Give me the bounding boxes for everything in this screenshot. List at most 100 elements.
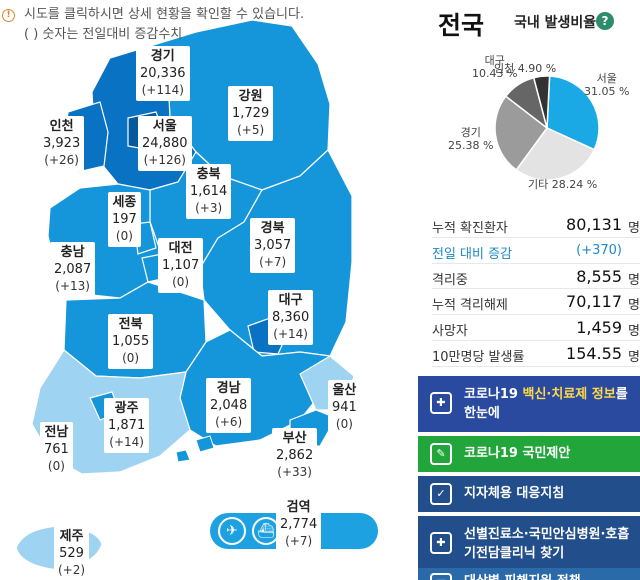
- clinic-finder-label: 선별진료소·국민안심병원·호흡기전담클리닉 찾기: [464, 527, 630, 561]
- region-label-daejeon[interactable]: 대전 1,107 (0): [158, 238, 204, 293]
- national-stats-table: 누적 확진환자 80,131 명 전일 대비 증감 (+370) 격리중 8,5…: [432, 212, 640, 367]
- region-label-jeonnam[interactable]: 전남 761 (0): [40, 422, 73, 477]
- memo-icon: ✎: [430, 443, 452, 465]
- region-label-gyeonggi[interactable]: 경기 20,336 (+114): [136, 46, 190, 101]
- stat-value: (+370): [576, 242, 622, 258]
- region-count: 2,048: [210, 398, 248, 413]
- syringe-icon: ✚: [430, 392, 452, 414]
- region-diff: (0): [115, 229, 133, 243]
- vaccine-info-button[interactable]: ✚ 코로나19 백신·치료제 정보를 한눈에: [418, 376, 640, 432]
- local-guidelines-button[interactable]: ✓ 지자체용 대응지침: [418, 476, 640, 512]
- pie-label-value: 4.90 %: [517, 62, 557, 75]
- stat-row-released: 누적 격리해제 70,117 명: [432, 289, 640, 316]
- national-title: 전국: [438, 11, 485, 40]
- notice-line-2: ( ) 숫자는 전일대비 증감수치: [24, 27, 183, 42]
- check-icon: ✓: [430, 483, 452, 505]
- region-diff: (+5): [237, 123, 265, 137]
- region-count: 1,729: [232, 106, 270, 121]
- domestic-rate-pie-chart: [494, 75, 600, 181]
- region-count: 941: [332, 400, 357, 415]
- vaccine-prefix: 코로나19: [464, 387, 523, 402]
- pie-label-incheon: 인천 4.90 %: [494, 62, 556, 75]
- damage-support-button[interactable]: ▤ 대상별 피해지원 정책: [418, 568, 640, 580]
- pie-label-name: 대구: [484, 54, 505, 67]
- region-diff: (+114): [141, 83, 184, 97]
- region-count: 529: [59, 546, 84, 561]
- region-label-ulsan[interactable]: 울산 941 (0): [328, 380, 361, 435]
- region-label-gangwon[interactable]: 강원 1,729 (+5): [228, 86, 274, 141]
- region-diff: (+14): [109, 435, 144, 449]
- national-summary-panel: 전국 국내 발생비율 ? 서울 31.05 % 기타 28.24 % 경기 25…: [418, 0, 640, 580]
- region-label-jeju[interactable]: 제주 529 (+2): [54, 526, 90, 580]
- stat-value: 1,459: [576, 318, 622, 338]
- region-diff: (0): [172, 275, 190, 289]
- region-name: 울산: [332, 383, 357, 398]
- stat-label: 10만명당 발생률: [432, 349, 525, 365]
- pie-label-name: 경기: [460, 126, 481, 139]
- pie-slice-4: [532, 75, 551, 129]
- help-icon[interactable]: ?: [596, 12, 614, 30]
- region-diff: (+33): [277, 465, 312, 479]
- region-label-gyeongbuk[interactable]: 경북 3,057 (+7): [250, 218, 296, 273]
- vaccine-highlight: 백신·치료제 정보: [522, 387, 616, 402]
- region-diff: (+26): [44, 153, 79, 167]
- region-label-seoul[interactable]: 서울 24,880 (+126): [138, 116, 192, 171]
- region-label-gwangju[interactable]: 광주 1,871 (+14): [104, 398, 150, 453]
- region-area-islands: [175, 435, 215, 463]
- region-diff: (+7): [285, 534, 313, 548]
- region-diff: (+13): [55, 279, 90, 293]
- region-name: 부산: [282, 431, 307, 446]
- region-count: 197: [112, 212, 137, 227]
- region-count: 1,871: [108, 418, 146, 433]
- region-count: 761: [44, 442, 69, 457]
- region-count: 20,336: [140, 66, 186, 81]
- region-label-gyeongnam[interactable]: 경남 2,048 (+6): [206, 378, 252, 433]
- region-name: 광주: [114, 401, 139, 416]
- region-label-daegu[interactable]: 대구 8,360 (+14): [268, 290, 314, 345]
- region-label-sejong[interactable]: 세종 197 (0): [108, 192, 141, 247]
- region-count: 8,360: [272, 310, 310, 325]
- pie-label-value: 25.38 %: [448, 139, 494, 152]
- damage-support-label: 대상별 피해지원 정책: [464, 572, 581, 580]
- citizen-proposal-label: 코로나19 국민제안: [464, 446, 571, 461]
- citizen-proposal-button[interactable]: ✎ 코로나19 국민제안: [418, 436, 640, 472]
- pie-slice-0: [546, 75, 600, 151]
- stat-label: 누적 확진환자: [432, 221, 508, 236]
- stat-unit: 명: [628, 349, 640, 365]
- pie-label-gyeonggi: 경기 25.38 %: [448, 126, 493, 152]
- region-label-chungnam[interactable]: 충남 2,087 (+13): [50, 242, 96, 297]
- region-label-busan[interactable]: 부산 2,862 (+33): [272, 428, 318, 483]
- region-name: 세종: [112, 195, 137, 210]
- region-label-chungbuk[interactable]: 충북 1,614 (+3): [186, 164, 232, 219]
- pie-label-name: 기타: [528, 178, 549, 191]
- region-count: 1,107: [162, 258, 200, 273]
- region-count: 2,862: [276, 448, 314, 463]
- region-name: 경기: [150, 49, 175, 64]
- region-label-jeonbuk[interactable]: 전북 1,055 (0): [108, 314, 154, 369]
- stat-label: 전일 대비 증감: [432, 246, 513, 262]
- stat-unit: 명: [628, 324, 640, 340]
- stat-value: 80,131: [566, 215, 622, 234]
- region-label-quarantine[interactable]: 검역 2,774 (+7): [276, 497, 322, 552]
- region-name: 제주: [59, 529, 84, 544]
- stat-unit: 명: [628, 272, 640, 288]
- region-diff: (0): [47, 459, 65, 473]
- pie-label-value: 10.43 %: [472, 67, 518, 80]
- clinic-finder-button[interactable]: ✚ 선별진료소·국민안심병원·호흡기전담클리닉 찾기: [418, 516, 640, 572]
- airplane-icon[interactable]: ✈: [218, 517, 246, 545]
- region-count: 2,774: [280, 517, 318, 532]
- region-diff: (+2): [58, 563, 86, 577]
- stat-value: 70,117: [566, 292, 622, 312]
- stat-value: 8,555: [576, 266, 622, 286]
- stat-label: 누적 격리해제: [432, 298, 508, 314]
- pie-label-gita: 기타 28.24 %: [528, 178, 597, 191]
- region-diff: (0): [122, 351, 140, 365]
- region-name: 전남: [44, 425, 69, 440]
- region-name: 강원: [238, 89, 263, 104]
- region-label-incheon[interactable]: 인천 3,923 (+26): [39, 116, 85, 171]
- region-count: 1,614: [190, 184, 228, 199]
- pie-label-value: 28.24 %: [551, 178, 598, 191]
- pie-label-name: 인천: [494, 62, 515, 75]
- local-guidelines-label: 지자체용 대응지침: [464, 486, 565, 501]
